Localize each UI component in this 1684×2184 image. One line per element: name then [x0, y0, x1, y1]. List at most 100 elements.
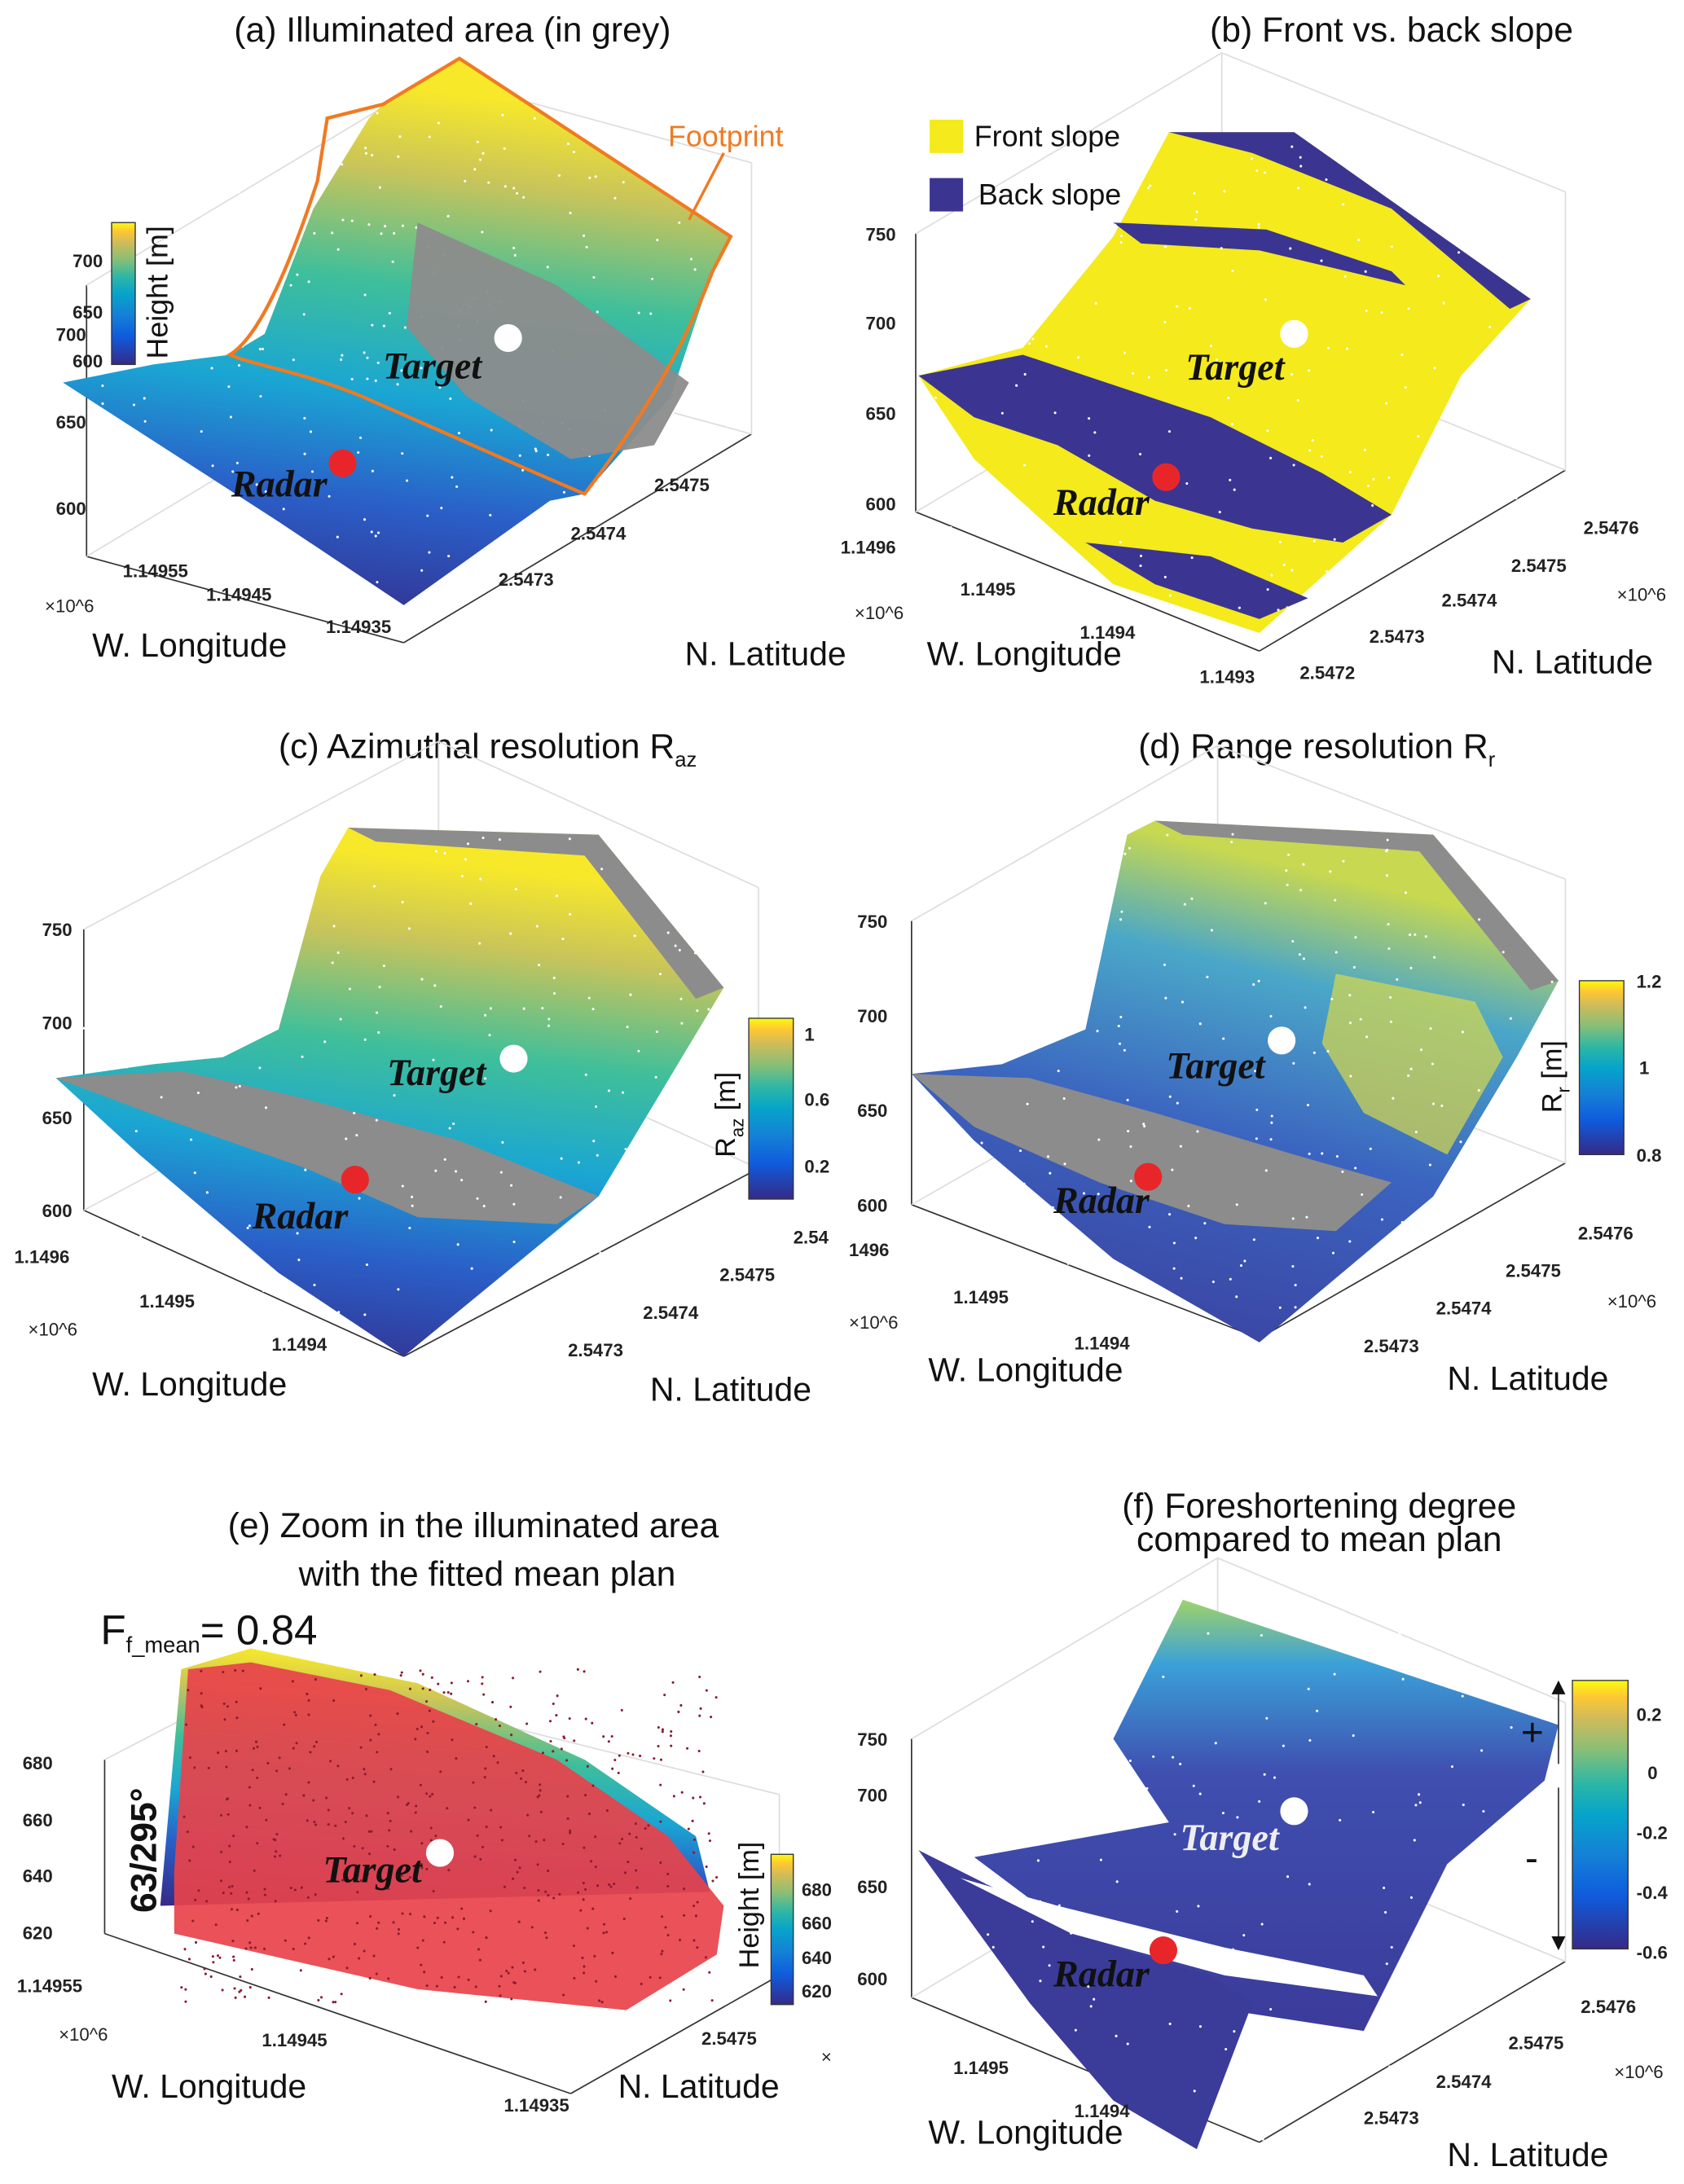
panel-e-speckle-point [547, 1870, 550, 1873]
panel-a-speckle-point [384, 225, 387, 228]
panel-d-speckle-point [1387, 1234, 1391, 1237]
x-tick: 1.14935 [504, 2095, 569, 2116]
panel-e-speckle-point [693, 1851, 696, 1854]
panel-a-speckle-point [87, 478, 91, 481]
panel-c-speckle-point [433, 984, 437, 987]
panel-e-speckle-point [295, 1742, 298, 1745]
panel-a-speckle-point [253, 575, 256, 578]
panel-f-speckle-point [1214, 1742, 1217, 1745]
panel-b-speckle-point [1357, 239, 1361, 242]
panel-e-speckle-point [299, 1969, 302, 1972]
panel-e-speckle-point [539, 1783, 542, 1786]
panel-f-speckle-point [1168, 2022, 1172, 2026]
panel-b-speckle-point [1404, 386, 1407, 389]
panel-b-speckle-point [1458, 605, 1461, 609]
panel-b-speckle-point [1433, 367, 1436, 370]
panel-f-colorbar [1572, 1680, 1629, 1950]
panel-e-speckle-point [481, 1845, 484, 1848]
panel-d-title: (d) Range resolution Rr [1138, 727, 1495, 771]
panel-c-speckle-point [71, 842, 74, 845]
panel-d-speckle-point [1352, 965, 1356, 969]
panel-e-speckle-point [369, 1738, 372, 1742]
panel-f-speckle-point [1110, 1620, 1114, 1624]
panel-a-speckle-point [154, 270, 157, 273]
panel-e-speckle-point [705, 1865, 708, 1869]
panel-c-speckle-point [190, 1343, 193, 1347]
panel-e-speckle-point [409, 1913, 412, 1916]
panel-f-speckle-point [994, 2079, 997, 2082]
x-tick: 1.1495 [953, 1287, 1009, 1307]
panel-b-speckle-point [1290, 145, 1294, 148]
panel-f-speckle-point [1452, 2116, 1455, 2119]
panel-d-speckle-point [1222, 1037, 1225, 1040]
panel-c-speckle-point [559, 1316, 562, 1319]
panel-a-speckle-point [613, 589, 616, 592]
panel-f-speckle-point [1011, 1697, 1014, 1700]
panel-c-speckle-point [448, 1127, 451, 1130]
panel-e-speckle-point [669, 1999, 672, 2002]
panel-c-speckle-point [703, 1082, 706, 1085]
panel-b-speckle-point [1320, 455, 1323, 459]
panel-e-speckle-point [707, 1832, 710, 1835]
target-label: Target [323, 1848, 423, 1890]
panel-b-speckle-point [1325, 178, 1328, 182]
panel-e-speckle-point [451, 1916, 455, 1919]
panel-e-colorbar [770, 1853, 794, 2006]
panel-a-speckle-point [397, 155, 400, 158]
panel-a-speckle-point [512, 246, 516, 249]
minus-label: - [1525, 1837, 1538, 1880]
panel-e-speckle-point [447, 1869, 451, 1872]
legend-swatch-front [930, 119, 964, 153]
panel-d-speckle-point [1127, 1129, 1130, 1133]
panel-e-speckle-point [586, 1927, 589, 1930]
panel-a-speckle-point [310, 470, 314, 473]
y-tick: 2.5474 [1436, 1299, 1493, 1319]
panel-b-speckle-point [1009, 170, 1012, 174]
panel-e-speckle-point [627, 1861, 630, 1864]
panel-e-speckle-point [326, 1857, 329, 1860]
panel-c-speckle-point [470, 1267, 473, 1270]
panel-e-speckle-point [671, 1681, 675, 1684]
panel-a-speckle-point [378, 186, 381, 189]
panel-a-speckle-point [388, 311, 391, 314]
panel-d-speckle-point [1459, 1140, 1462, 1144]
panel-d-speckle-point [1230, 841, 1233, 844]
panel-b-speckle-point [1278, 540, 1282, 543]
panel-a-speckle-point [227, 385, 231, 389]
panel-f-speckle-point [1260, 1923, 1264, 1926]
panel-f-speckle-point [1238, 1966, 1241, 1970]
panel-c-speckle-point [634, 877, 637, 880]
panel-d-speckle-point [1302, 863, 1305, 866]
panel-b-speckle-point [958, 512, 961, 515]
panel-d-speckle-point [1386, 848, 1389, 851]
radar-marker [1149, 1936, 1178, 1965]
panel-a-speckle-point [683, 582, 687, 585]
panel-d-speckle-point [948, 822, 952, 825]
panel-c-speckle-point [337, 1311, 341, 1314]
panel-c-speckle-point [629, 993, 632, 996]
panel-d-speckle-point [1255, 1137, 1258, 1140]
panel-d-speckle-point [1334, 899, 1337, 902]
panel-e-speckle-point [429, 1795, 432, 1798]
panel-e-speckle-point [332, 1955, 335, 1958]
panel-c-speckle-point [510, 1184, 513, 1187]
panel-e-speckle-point [498, 1984, 501, 1988]
panel-f-speckle-point [1070, 1931, 1073, 1935]
panel-b-speckle-point [1266, 588, 1269, 591]
panel-d-speckle-point [1148, 1225, 1151, 1228]
z-tick: 660 [23, 1810, 53, 1830]
panel-a-speckle-point [251, 225, 254, 228]
panel-d-speckle-point [1076, 1256, 1079, 1259]
panel-e-speckle-point [183, 1948, 187, 1951]
panel-c-speckle-point [171, 870, 174, 873]
panel-c-speckle-point [443, 851, 446, 855]
panel-c-speckle-point [82, 1026, 86, 1030]
panel-e-speckle-point [562, 1735, 565, 1738]
panel-b-speckle-point [1290, 569, 1294, 572]
panel-b-speckle-point [1055, 160, 1058, 163]
panel-a-speckle-point [697, 406, 701, 410]
panel-e-speckle-point [698, 1714, 701, 1717]
panel-c-speckle-point [323, 1040, 327, 1044]
panel-b-title: (b) Front vs. back slope [1210, 11, 1573, 50]
panel-e-speckle-point [566, 1817, 569, 1820]
